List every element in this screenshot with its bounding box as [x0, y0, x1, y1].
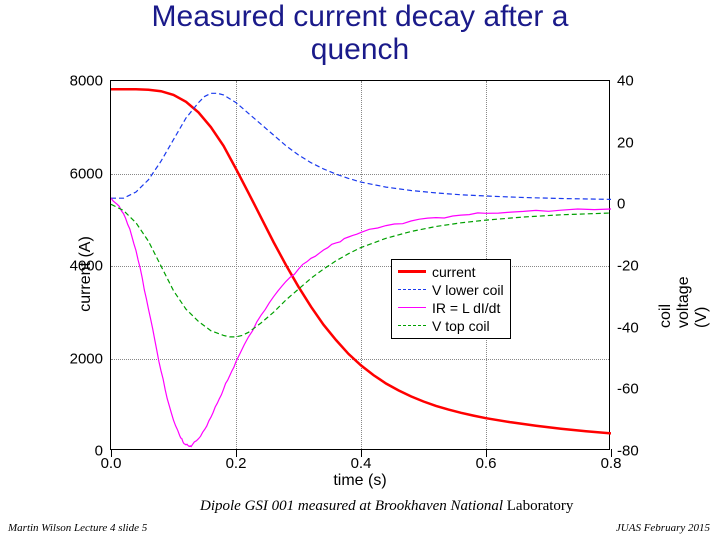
y-left-tick-label: 8000: [70, 73, 103, 90]
legend-item: V lower coil: [398, 281, 504, 299]
legend-swatch: [398, 307, 426, 308]
x-tick-label: 0.4: [351, 455, 372, 472]
y-right-tick-label: 0: [617, 196, 625, 213]
legend: current V lower coil IR = L dI/dt V top coi…: [391, 259, 511, 339]
legend-swatch: [398, 289, 426, 290]
legend-swatch: [398, 270, 426, 273]
legend-item: current: [398, 263, 504, 281]
caption-plain: Laboratory: [507, 498, 574, 514]
legend-label: IR = L dI/dt: [432, 300, 500, 316]
legend-label: V top coil: [432, 318, 490, 334]
y-right-tick-label: 40: [617, 73, 634, 90]
footer-right: JUAS February 2015: [616, 522, 710, 534]
caption-italic: Dipole GSI 001 measured at Brookhaven Na…: [200, 498, 507, 514]
x-axis-title: time (s): [333, 472, 386, 490]
title-line-1: Measured current decay after a: [152, 0, 569, 33]
series-v-top-coil: [111, 204, 611, 337]
chart-svg: [111, 81, 611, 451]
series-ir-=-l-di/dt: [111, 198, 611, 446]
title-line-2: quench: [311, 33, 409, 66]
legend-label: V lower coil: [432, 282, 504, 298]
y-right-tick-label: 20: [617, 134, 634, 151]
slide-title: Measured current decay after a quench: [0, 0, 720, 66]
legend-label: current: [432, 264, 476, 280]
chart-plot-area: 02000400060008000-80-60-40-20020400.00.2…: [110, 80, 610, 450]
series-v-lower-coil: [111, 93, 611, 199]
legend-swatch: [398, 325, 426, 326]
figure-caption: Dipole GSI 001 measured at Brookhaven Na…: [200, 498, 573, 515]
y-right-tick-label: -40: [617, 319, 639, 336]
legend-item: IR = L dI/dt: [398, 299, 504, 317]
footer-left: Martin Wilson Lecture 4 slide 5: [8, 522, 147, 534]
y-right-axis-title: coil voltage (V): [657, 256, 711, 328]
x-tick-label: 0.2: [226, 455, 247, 472]
y-left-tick-label: 6000: [70, 165, 103, 182]
x-tick-label: 0.0: [101, 455, 122, 472]
x-tick-label: 0.6: [476, 455, 497, 472]
x-tick-label: 0.8: [601, 455, 622, 472]
y-right-tick-label: -20: [617, 258, 639, 275]
series-current: [111, 89, 611, 433]
y-right-tick-label: -60: [617, 381, 639, 398]
y-left-axis-title: current (A): [77, 236, 95, 312]
legend-item: V top coil: [398, 317, 504, 335]
y-left-tick-label: 2000: [70, 350, 103, 367]
